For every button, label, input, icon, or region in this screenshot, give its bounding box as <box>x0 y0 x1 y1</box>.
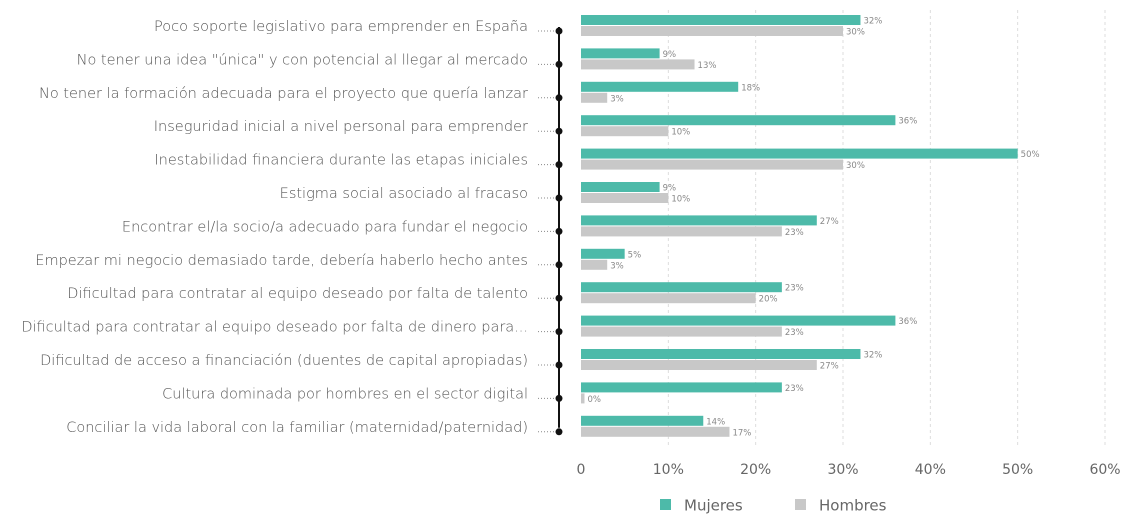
category-label: Inseguridad inicial a nivel personal par… <box>154 119 528 135</box>
value-label: 30% <box>846 161 865 171</box>
value-label: 30% <box>846 28 865 38</box>
timeline-dot <box>555 361 563 369</box>
bar <box>581 81 739 92</box>
value-label: 10% <box>671 128 690 138</box>
value-label: 36% <box>898 317 917 327</box>
bar <box>581 360 817 370</box>
timeline-dot <box>555 428 563 436</box>
bar <box>581 92 608 103</box>
bar <box>581 382 782 393</box>
value-label: 3% <box>610 261 624 271</box>
category-label: Dificultad para contratar al equipo dese… <box>67 286 528 302</box>
bar <box>581 393 585 404</box>
value-label: 9% <box>663 184 677 194</box>
value-label: 32% <box>863 17 882 27</box>
category-label: Inestabilidad financiera durante las eta… <box>154 153 528 169</box>
timeline-dot <box>555 94 563 102</box>
bar <box>581 426 730 437</box>
bar <box>581 349 861 359</box>
bar <box>581 115 896 126</box>
legend-label: Mujeres <box>684 497 743 515</box>
value-label: 27% <box>820 362 839 372</box>
value-label: 14% <box>706 417 725 427</box>
bar <box>581 226 782 237</box>
value-label: 0% <box>587 395 601 405</box>
bar <box>581 259 608 270</box>
timeline-dot <box>555 60 563 68</box>
x-tick-label: 40% <box>915 462 946 478</box>
category-label: Dificultad de acceso a financiación (due… <box>40 353 528 369</box>
bar <box>581 193 669 203</box>
timeline-dot <box>555 127 563 135</box>
timeline-dot <box>555 294 563 302</box>
bar <box>581 182 660 192</box>
value-label: 23% <box>785 384 804 394</box>
bar <box>581 48 660 59</box>
value-label: 13% <box>698 61 717 71</box>
bar <box>581 415 704 426</box>
value-label: 36% <box>898 117 917 127</box>
x-tick-label: 0 <box>577 462 586 478</box>
bar <box>581 15 861 25</box>
category-label: No tener la formación adecuada para el p… <box>39 86 528 102</box>
category-label: No tener una idea "única" y con potencia… <box>77 52 528 68</box>
bar <box>581 248 625 259</box>
bar <box>581 315 896 326</box>
x-tick-label: 10% <box>653 462 684 478</box>
timeline-dot <box>555 261 563 269</box>
value-label: 5% <box>628 250 642 260</box>
value-label: 3% <box>610 94 624 104</box>
x-tick-label: 50% <box>1002 462 1033 478</box>
value-label: 23% <box>785 328 804 338</box>
category-label: Conciliar la vida laboral con la familia… <box>66 420 528 436</box>
category-label: Encontrar el/la socio/a adecuado para fu… <box>122 219 528 235</box>
bar <box>581 148 1018 159</box>
value-label: 10% <box>671 195 690 205</box>
timeline-dot <box>555 161 563 169</box>
x-tick-label: 60% <box>1089 462 1120 478</box>
timeline-dot <box>555 394 563 402</box>
value-label: 32% <box>863 351 882 361</box>
bar <box>581 215 817 226</box>
legend-swatch <box>660 499 671 510</box>
value-label: 9% <box>663 50 677 60</box>
value-label: 50% <box>1021 150 1040 160</box>
timeline-dot <box>555 194 563 202</box>
bar <box>581 26 843 36</box>
x-tick-label: 30% <box>827 462 858 478</box>
bar <box>581 126 669 137</box>
legend-label: Hombres <box>819 497 887 515</box>
legend-swatch <box>795 499 806 510</box>
timeline-dot <box>555 227 563 235</box>
bar <box>581 159 843 170</box>
value-label: 17% <box>732 428 751 438</box>
bar <box>581 282 782 293</box>
bar <box>581 326 782 337</box>
value-label: 18% <box>741 83 760 93</box>
x-tick-label: 20% <box>740 462 771 478</box>
category-label: Cultura dominada por hombres en el secto… <box>162 386 528 402</box>
category-label: Empezar mi negocio demasiado tarde, debe… <box>35 253 528 269</box>
value-label: 23% <box>785 284 804 294</box>
value-label: 27% <box>820 217 839 227</box>
category-label: Poco soporte legislativo para emprender … <box>154 19 528 35</box>
value-label: 20% <box>759 295 778 305</box>
value-label: 23% <box>785 228 804 238</box>
category-label: Estigma social asociado al fracaso <box>280 186 528 202</box>
bar <box>581 293 756 304</box>
bar <box>581 59 695 70</box>
category-label: Dificultad para contratar al equipo dese… <box>21 320 528 336</box>
timeline-dot <box>555 27 563 35</box>
timeline-dot <box>555 328 563 336</box>
